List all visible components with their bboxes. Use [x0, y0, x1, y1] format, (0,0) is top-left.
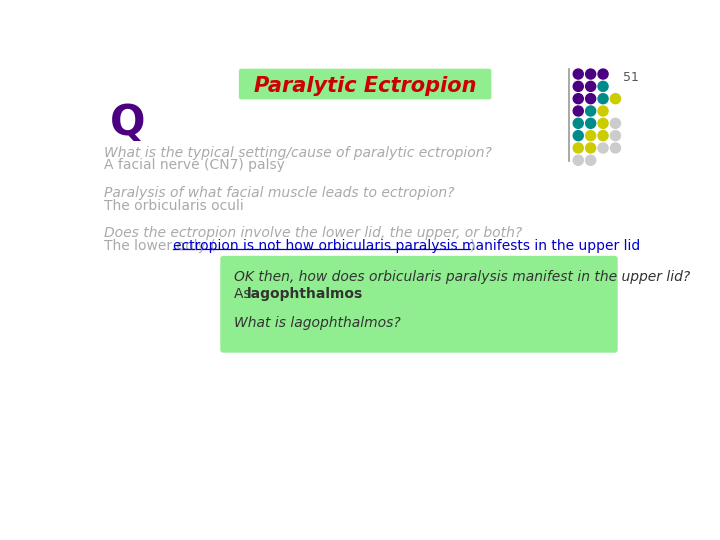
Circle shape	[573, 131, 583, 140]
Text: Does the ectropion involve the lower lid, the upper, or both?: Does the ectropion involve the lower lid…	[104, 226, 522, 240]
Text: The orbicularis oculi: The orbicularis oculi	[104, 199, 243, 213]
Circle shape	[573, 93, 583, 104]
Text: 51: 51	[623, 71, 639, 84]
Circle shape	[585, 93, 595, 104]
Text: lagophthalmos: lagophthalmos	[247, 287, 364, 301]
Circle shape	[585, 82, 595, 91]
Circle shape	[598, 93, 608, 104]
Circle shape	[585, 106, 595, 116]
Circle shape	[585, 156, 595, 165]
Circle shape	[573, 143, 583, 153]
FancyBboxPatch shape	[221, 256, 617, 352]
Circle shape	[573, 106, 583, 116]
Circle shape	[598, 143, 608, 153]
Text: ): )	[469, 239, 475, 253]
Circle shape	[585, 69, 595, 79]
FancyBboxPatch shape	[240, 70, 490, 99]
Circle shape	[573, 156, 583, 165]
Text: A facial nerve (CN7) palsy: A facial nerve (CN7) palsy	[104, 158, 285, 172]
Text: What is the typical setting/cause of paralytic ectropion?: What is the typical setting/cause of par…	[104, 146, 492, 160]
Text: Q: Q	[109, 102, 145, 144]
Circle shape	[573, 69, 583, 79]
Circle shape	[611, 93, 621, 104]
Text: The lower only (: The lower only (	[104, 239, 216, 253]
Text: Paralysis of what facial muscle leads to ectropion?: Paralysis of what facial muscle leads to…	[104, 186, 454, 200]
Text: Paralytic Ectropion: Paralytic Ectropion	[254, 76, 477, 96]
Circle shape	[611, 143, 621, 153]
Circle shape	[611, 118, 621, 129]
Circle shape	[573, 118, 583, 129]
Circle shape	[573, 82, 583, 91]
Text: As: As	[234, 287, 255, 301]
Circle shape	[598, 118, 608, 129]
Text: OK then, how does orbicularis paralysis manifest in the upper lid?: OK then, how does orbicularis paralysis …	[234, 269, 690, 284]
Circle shape	[598, 82, 608, 91]
Circle shape	[585, 131, 595, 140]
Circle shape	[585, 118, 595, 129]
Circle shape	[598, 69, 608, 79]
Circle shape	[598, 131, 608, 140]
Circle shape	[611, 131, 621, 140]
Text: What is lagophthalmos?: What is lagophthalmos?	[234, 316, 401, 330]
Circle shape	[585, 143, 595, 153]
Circle shape	[598, 106, 608, 116]
Text: ectropion is not how orbicularis paralysis manifests in the upper lid: ectropion is not how orbicularis paralys…	[173, 239, 640, 253]
